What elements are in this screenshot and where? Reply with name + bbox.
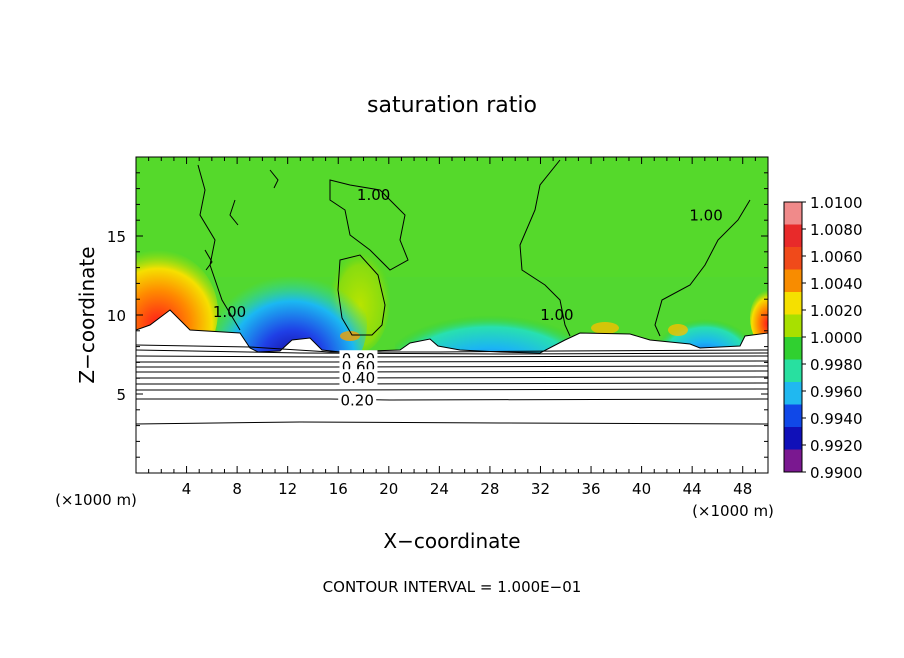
contour-line (136, 388, 768, 391)
chart-title: saturation ratio (367, 93, 537, 118)
colorbar-tick-label: 1.0000 (810, 329, 863, 347)
colorbar-swatch (784, 269, 802, 293)
x-tick-label: 48 (733, 480, 752, 498)
colorbar-swatch (784, 202, 802, 225)
colorbar-swatch (784, 247, 802, 270)
y-axis: 5 10 15 (107, 172, 768, 458)
warm-fleck-3 (340, 331, 360, 341)
contour-line (136, 349, 768, 355)
x-tick-label: 16 (329, 480, 348, 498)
x-tick-label: 12 (278, 480, 297, 498)
contour-line (136, 365, 768, 368)
colorbar-tick-label: 0.9920 (810, 437, 863, 455)
contour-line (329, 179, 409, 271)
colorbar-tick-label: 1.0020 (810, 302, 863, 320)
colorbar-tick-label: 0.9960 (810, 383, 863, 401)
contour-label: 1.00 (540, 306, 573, 324)
y-tick-label: 15 (107, 228, 126, 246)
contour-label: 0.40 (342, 369, 375, 387)
contour-interval-note: CONTOUR INTERVAL = 1.000E−01 (323, 578, 582, 596)
colorbar-tick-label: 1.0080 (810, 221, 863, 239)
colorbar-tick-label: 1.0040 (810, 275, 863, 293)
x-tick-label: 8 (232, 480, 242, 498)
upper-field-band (136, 157, 768, 277)
y-axis-label: Z−coordinate (75, 246, 99, 383)
contour-line (136, 344, 768, 353)
contour-line (136, 376, 768, 379)
colorbar-tick-label: 1.0100 (810, 194, 863, 212)
x-tick-label: 44 (683, 480, 702, 498)
contour-line (337, 254, 386, 336)
colorbar-tick-label: 1.0060 (810, 248, 863, 266)
colorbar-swatch (784, 292, 802, 315)
contour-line (197, 164, 241, 331)
warm-region-right (750, 290, 768, 346)
contour-label-bg (339, 369, 378, 386)
x-tick-label: 32 (531, 480, 550, 498)
y-tick-label: 5 (116, 386, 126, 404)
colorbar-tick-label: 0.9980 (810, 356, 863, 374)
contour-line (204, 249, 213, 271)
x-tick-label: 28 (480, 480, 499, 498)
colorbar-swatch (784, 427, 802, 450)
colorbar-swatch (784, 404, 802, 428)
colorbar-swatch (784, 359, 802, 383)
contour-label: 1.00 (357, 186, 390, 204)
colorbar-swatch (784, 449, 802, 473)
contour-labels: 1.001.001.001.000.800.600.400.20 (213, 186, 723, 409)
x-axis: 4 8 12 16 20 24 28 32 36 40 44 48 (148, 157, 756, 498)
contour-line (136, 421, 768, 425)
colorbar: 1.0100 1.0080 1.0060 1.0040 1.0020 1.0000 0.99… (783, 194, 863, 482)
warm-fleck-2 (668, 324, 688, 336)
contour-label-bg (338, 391, 377, 408)
y-tick-label: 10 (107, 307, 126, 325)
colorbar-tick-label: 0.9900 (810, 464, 863, 482)
contour-label: 1.00 (689, 206, 722, 224)
colorbar-swatch (784, 337, 802, 360)
colorbar-tick-label: 0.9940 (810, 410, 863, 428)
contour-line (136, 360, 768, 363)
x-tick-label: 40 (632, 480, 651, 498)
contour-line (269, 169, 279, 189)
colorbar-swatch (784, 224, 802, 248)
contour-label: 1.00 (213, 303, 246, 321)
contour-line (136, 355, 768, 358)
contour-lines (136, 159, 768, 425)
contour-line (519, 159, 571, 337)
colorbar-swatch (784, 314, 802, 338)
contour-line (654, 199, 751, 337)
x-unit-right: (×1000 m) (692, 502, 774, 520)
x-tick-label: 24 (430, 480, 449, 498)
x-tick-label: 36 (581, 480, 600, 498)
contour-line (136, 370, 768, 373)
plot-area: 1.001.001.001.000.800.600.400.20 (136, 157, 768, 473)
x-tick-label: 4 (182, 480, 192, 498)
contour-line (229, 199, 239, 226)
colorbar-swatch (784, 382, 802, 405)
x-axis-label: X−coordinate (383, 529, 520, 553)
x-tick-label: 20 (379, 480, 398, 498)
contour-label: 0.20 (340, 391, 373, 409)
warm-fleck-1 (591, 322, 619, 334)
x-unit-left: (×1000 m) (55, 491, 137, 509)
contour-line (136, 382, 768, 385)
